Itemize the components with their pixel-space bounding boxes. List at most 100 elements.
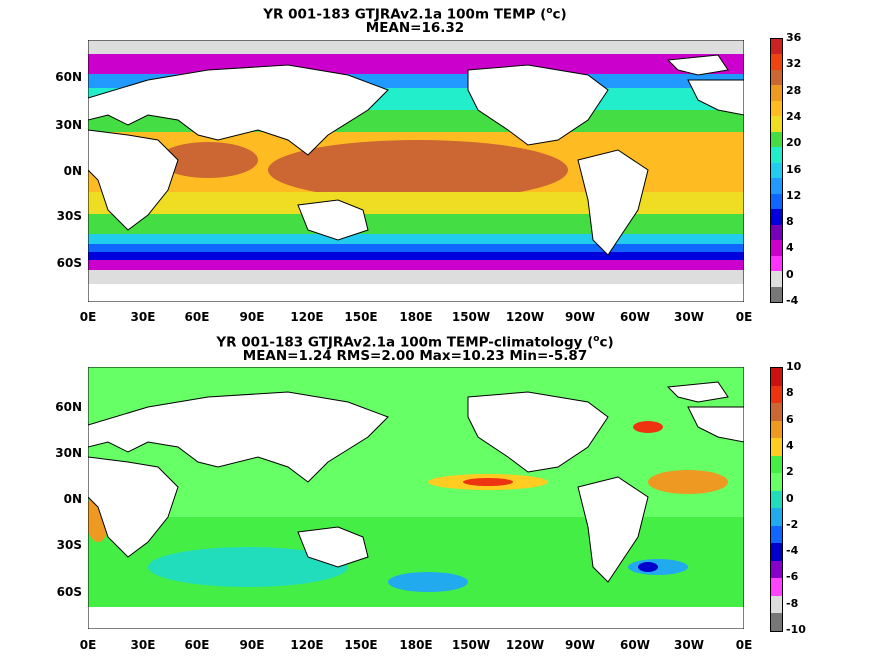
colorbar-label: 10	[786, 360, 802, 373]
colorbar-label: 4	[786, 438, 794, 452]
top-lon-label: 180E	[399, 310, 433, 324]
colorbar-label: -4	[786, 294, 799, 307]
colorbar-segment	[771, 209, 782, 225]
colorbar-label: 8	[786, 386, 794, 400]
colorbar-segment	[771, 116, 782, 132]
bottom-lat-label: 30S	[56, 538, 82, 552]
bottom-lon-label: 0E	[79, 638, 97, 652]
bottom-map-panel	[88, 367, 744, 629]
bottom-lat-label: 60N	[55, 400, 82, 414]
colorbar-segment	[771, 69, 782, 86]
colorbar-segment	[771, 224, 782, 241]
colorbar-segment	[771, 178, 782, 194]
bottom-lat-label: 60S	[56, 585, 82, 599]
top-lon-label: 120W	[505, 310, 545, 324]
top-map-title: YR 001-183 GTJRAv2.1a 100m TEMP (oc)	[263, 6, 567, 23]
top-lon-label: 60E	[184, 310, 210, 324]
colorbar-label: -4	[786, 544, 799, 558]
top-lon-label: 120E	[290, 310, 324, 324]
colorbar-segment	[771, 543, 782, 561]
top-colorbar	[770, 38, 783, 303]
colorbar-segment	[771, 131, 782, 148]
colorbar-segment	[771, 85, 782, 101]
bottom-lon-label: 60E	[184, 638, 210, 652]
colorbar-label: 32	[786, 57, 802, 71]
colorbar-segment	[771, 560, 782, 579]
colorbar-label: -6	[786, 570, 799, 584]
bottom-lon-label: 90E	[239, 638, 265, 652]
colorbar-label: 6	[786, 412, 794, 426]
bottom-anomaly-map	[88, 367, 744, 629]
colorbar-segment	[771, 525, 782, 544]
colorbar-segment	[771, 162, 782, 179]
top-lat-label: 60S	[56, 256, 82, 270]
colorbar-segment	[771, 54, 782, 70]
colorbar-segment	[771, 578, 782, 596]
colorbar-segment	[771, 420, 782, 439]
colorbar-label: -10	[786, 623, 806, 636]
colorbar-label: -8	[786, 596, 799, 610]
colorbar-segment	[771, 473, 782, 491]
colorbar-segment	[771, 490, 782, 509]
colorbar-segment	[771, 595, 782, 614]
colorbar-label: 36	[786, 31, 802, 44]
top-lon-label: 30E	[130, 310, 156, 324]
bottom-lon-label: 0E	[735, 638, 753, 652]
colorbar-segment	[771, 508, 782, 526]
colorbar-segment	[771, 147, 782, 163]
colorbar-label: 16	[786, 162, 802, 176]
colorbar-segment	[771, 271, 782, 287]
colorbar-label: -2	[786, 517, 799, 531]
top-lat-label: 60N	[55, 70, 82, 84]
top-lon-label: 60W	[620, 310, 650, 324]
bottom-map-title: YR 001-183 GTJRAv2.1a 100m TEMP-climatol…	[216, 334, 614, 351]
bottom-map-subtitle: MEAN=1.24 RMS=2.00 Max=10.23 Min=-5.87	[242, 348, 588, 364]
top-lon-label: 0E	[735, 310, 753, 324]
top-lon-label: 0E	[79, 310, 97, 324]
bottom-colorbar	[770, 367, 783, 632]
colorbar-segment	[771, 368, 782, 386]
colorbar-segment	[771, 100, 782, 117]
top-lat-label: 0N	[63, 164, 82, 178]
colorbar-segment	[771, 255, 782, 272]
bottom-lon-label: 120E	[290, 638, 324, 652]
bottom-lon-label: 60W	[620, 638, 650, 652]
colorbar-label: 0	[786, 267, 794, 281]
top-lat-label: 30S	[56, 209, 82, 223]
top-lon-label: 30W	[674, 310, 704, 324]
bottom-lon-label: 180E	[399, 638, 433, 652]
bottom-lon-label: 30E	[130, 638, 156, 652]
colorbar-label: 12	[786, 188, 802, 202]
colorbar-segment	[771, 403, 782, 421]
top-lat-label: 30N	[55, 118, 82, 132]
colorbar-segment	[771, 385, 782, 404]
colorbar-label: 28	[786, 83, 802, 97]
colorbar-label: 0	[786, 491, 794, 505]
colorbar-segment	[771, 613, 782, 631]
bottom-lon-label: 30W	[674, 638, 704, 652]
colorbar-label: 2	[786, 465, 794, 479]
colorbar-segment	[771, 438, 782, 456]
bottom-lat-label: 0N	[63, 492, 82, 506]
bottom-lat-label: 30N	[55, 446, 82, 460]
bottom-lon-label: 120W	[505, 638, 545, 652]
top-lon-label: 150W	[451, 310, 491, 324]
top-lon-label: 90W	[565, 310, 595, 324]
top-map-subtitle: MEAN=16.32	[365, 20, 465, 36]
colorbar-label: 4	[786, 241, 794, 255]
top-lon-label: 150E	[344, 310, 378, 324]
top-temperature-map	[88, 40, 744, 302]
bottom-lon-label: 150W	[451, 638, 491, 652]
colorbar-label: 8	[786, 215, 794, 229]
colorbar-segment	[771, 240, 782, 256]
colorbar-label: 20	[786, 136, 802, 150]
colorbar-segment	[771, 193, 782, 210]
colorbar-segment	[771, 455, 782, 474]
colorbar-label: 24	[786, 109, 802, 123]
colorbar-segment	[771, 39, 782, 55]
colorbar-segment	[771, 286, 782, 302]
top-map-panel	[88, 40, 744, 302]
top-lon-label: 90E	[239, 310, 265, 324]
bottom-lon-label: 90W	[565, 638, 595, 652]
bottom-lon-label: 150E	[344, 638, 378, 652]
